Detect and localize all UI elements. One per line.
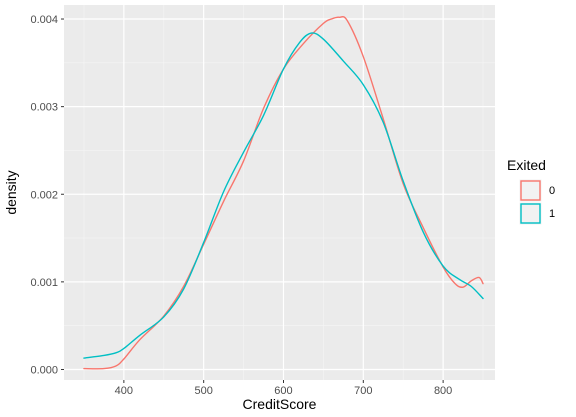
y-axis-title: density <box>3 170 19 214</box>
legend-key-swatch <box>520 203 541 224</box>
y-tick-label: 0.004 <box>30 14 58 26</box>
y-tick-label: 0.001 <box>30 277 58 289</box>
x-tick-label: 800 <box>434 385 452 397</box>
minor-gridlines <box>64 5 495 380</box>
panel-background <box>64 5 495 380</box>
major-gridlines <box>64 5 495 380</box>
legend-key-box <box>518 178 543 203</box>
legend-label: 0 <box>549 185 555 197</box>
legend-title: Exited <box>507 157 546 173</box>
y-tick-label: 0.000 <box>30 364 58 376</box>
x-tick-label: 700 <box>354 385 372 397</box>
legend: 01 <box>518 178 555 226</box>
legend-key-box <box>518 201 543 226</box>
x-axis-title: CreditScore <box>243 396 317 412</box>
x-tick-label: 600 <box>274 385 292 397</box>
density-lines <box>83 15 484 370</box>
legend-label: 1 <box>549 208 555 220</box>
density-line-exited-1 <box>83 32 484 359</box>
y-axis-ticks: 0.000 0.001 0.002 0.003 0.004 <box>30 14 64 376</box>
legend-key-swatch <box>520 180 541 201</box>
x-tick-label: 500 <box>194 385 212 397</box>
x-tick-label: 400 <box>115 385 133 397</box>
density-line-exited-0 <box>83 15 484 370</box>
x-axis-ticks: 400 500 600 700 800 <box>115 380 452 397</box>
y-tick-label: 0.003 <box>30 102 58 114</box>
y-tick-label: 0.002 <box>30 189 58 201</box>
